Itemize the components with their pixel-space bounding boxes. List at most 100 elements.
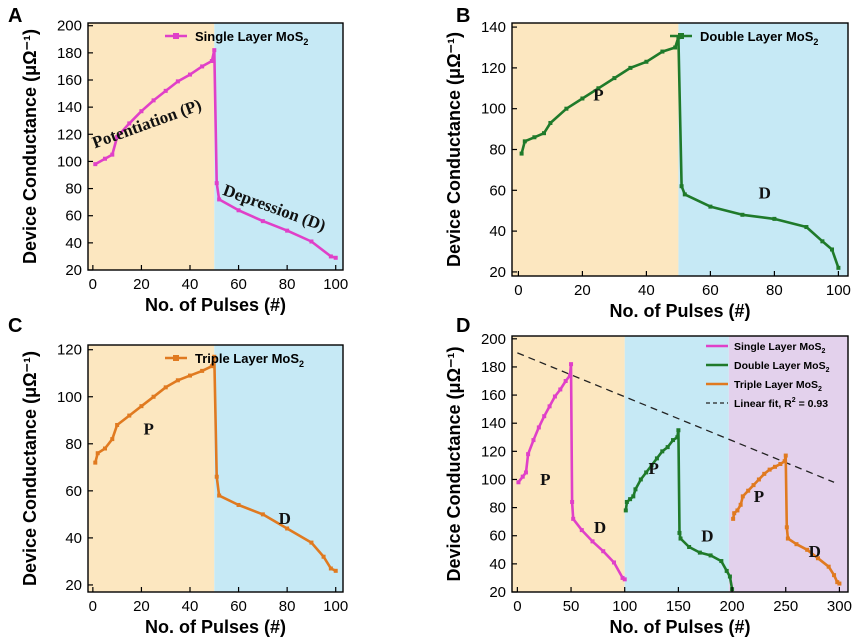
panel-C: C P D 0 20 40 60 80 100 20 40 60 80 100 120 No. of Puls… <box>8 315 348 637</box>
x-tick-label: 250 <box>773 598 798 615</box>
x-tick-label: 20 <box>133 598 150 615</box>
x-tick-label: 40 <box>182 598 199 615</box>
data-point <box>209 59 214 63</box>
data-point <box>163 88 168 93</box>
data-point <box>212 354 217 359</box>
data-point <box>738 502 743 507</box>
data-point <box>93 460 98 465</box>
data-point <box>200 368 205 373</box>
panel-letter: B <box>456 5 470 27</box>
data-point <box>548 120 553 125</box>
data-point <box>687 544 692 549</box>
data-point <box>628 65 633 70</box>
data-point <box>95 451 100 456</box>
x-tick-label: 100 <box>323 598 348 615</box>
annotation-label: D <box>809 542 821 561</box>
y-tick-label: 160 <box>57 72 82 89</box>
region-peach <box>88 23 215 270</box>
data-point <box>328 254 333 259</box>
y-tick-label: 40 <box>489 556 506 573</box>
x-tick-label: 80 <box>766 282 783 299</box>
data-point <box>200 64 205 69</box>
panel-letter: A <box>8 5 22 27</box>
data-point <box>633 487 638 492</box>
data-point <box>671 438 676 443</box>
data-point <box>214 474 219 479</box>
data-point <box>217 197 222 202</box>
data-point <box>175 79 180 84</box>
data-point <box>676 428 681 433</box>
data-point <box>580 96 585 101</box>
y-tick-label: 20 <box>489 264 506 281</box>
data-point <box>522 139 527 144</box>
data-point <box>832 573 837 578</box>
data-point <box>644 470 649 475</box>
x-tick-label: 100 <box>323 276 348 293</box>
data-point <box>558 387 563 392</box>
y-tick-label: 40 <box>489 223 506 240</box>
data-point <box>782 459 787 464</box>
y-tick-label: 60 <box>489 528 506 545</box>
y-tick-label: 200 <box>57 18 82 35</box>
data-point <box>624 499 629 504</box>
data-point <box>571 516 576 521</box>
annotation-label: D <box>759 183 771 202</box>
data-point <box>638 477 643 482</box>
data-point <box>115 135 120 139</box>
linear-fit-line <box>517 352 835 483</box>
x-axis-title: No. of Pulses (#) <box>145 295 286 315</box>
data-point <box>151 394 156 399</box>
data-point <box>767 467 772 472</box>
data-point <box>677 530 682 535</box>
data-point <box>579 528 584 533</box>
data-point <box>590 539 595 544</box>
annotation-label: P <box>593 86 603 105</box>
x-tick-label: 80 <box>279 276 296 293</box>
y-tick-label: 20 <box>489 584 506 601</box>
legend-marker <box>173 33 179 39</box>
x-tick-label: 0 <box>514 282 522 299</box>
plot-frame <box>87 22 344 271</box>
legend-label: Double Layer MoS2 <box>734 360 830 374</box>
data-point <box>783 453 788 458</box>
x-tick-label: 20 <box>574 282 591 299</box>
x-tick-label: 80 <box>279 598 296 615</box>
x-tick-label: 40 <box>182 276 199 293</box>
data-point <box>333 255 338 260</box>
y-axis-title: Device Conductance (μΩ⁻¹) <box>20 351 40 586</box>
data-point <box>740 494 745 499</box>
data-point <box>675 435 680 440</box>
region-peach <box>88 345 215 592</box>
data-point <box>778 462 783 466</box>
data-point <box>526 452 531 457</box>
data-point <box>321 554 326 559</box>
data-point <box>115 422 120 427</box>
data-point <box>523 470 528 475</box>
annotation-label: D <box>279 509 291 528</box>
x-tick-label: 0 <box>513 598 521 615</box>
data-point <box>333 568 338 573</box>
data-point <box>552 394 557 399</box>
x-axis-title: No. of Pulses (#) <box>609 301 750 321</box>
panel-D: D P D P D P D 0 50 100 150 200 250 300 20 40 60 80 100 120 1… <box>444 315 852 637</box>
annotation-label: P <box>754 487 764 506</box>
data-point <box>516 480 521 485</box>
data-point <box>209 364 214 369</box>
data-point <box>620 575 625 580</box>
data-point <box>127 121 132 126</box>
data-point <box>836 265 841 270</box>
legend-label: Double Layer MoS2 <box>700 29 818 47</box>
data-point <box>830 247 834 252</box>
data-point <box>110 437 115 442</box>
data-point <box>531 438 536 443</box>
annotation-label: P <box>540 470 550 489</box>
data-point <box>563 379 568 384</box>
panel-letter: C <box>8 315 22 337</box>
legend-label: Triple Layer MoS2 <box>195 351 304 369</box>
data-point <box>309 239 314 244</box>
data-point <box>623 508 628 513</box>
data-point <box>628 497 633 502</box>
x-tick-label: 300 <box>827 598 852 615</box>
data-point <box>719 559 724 564</box>
